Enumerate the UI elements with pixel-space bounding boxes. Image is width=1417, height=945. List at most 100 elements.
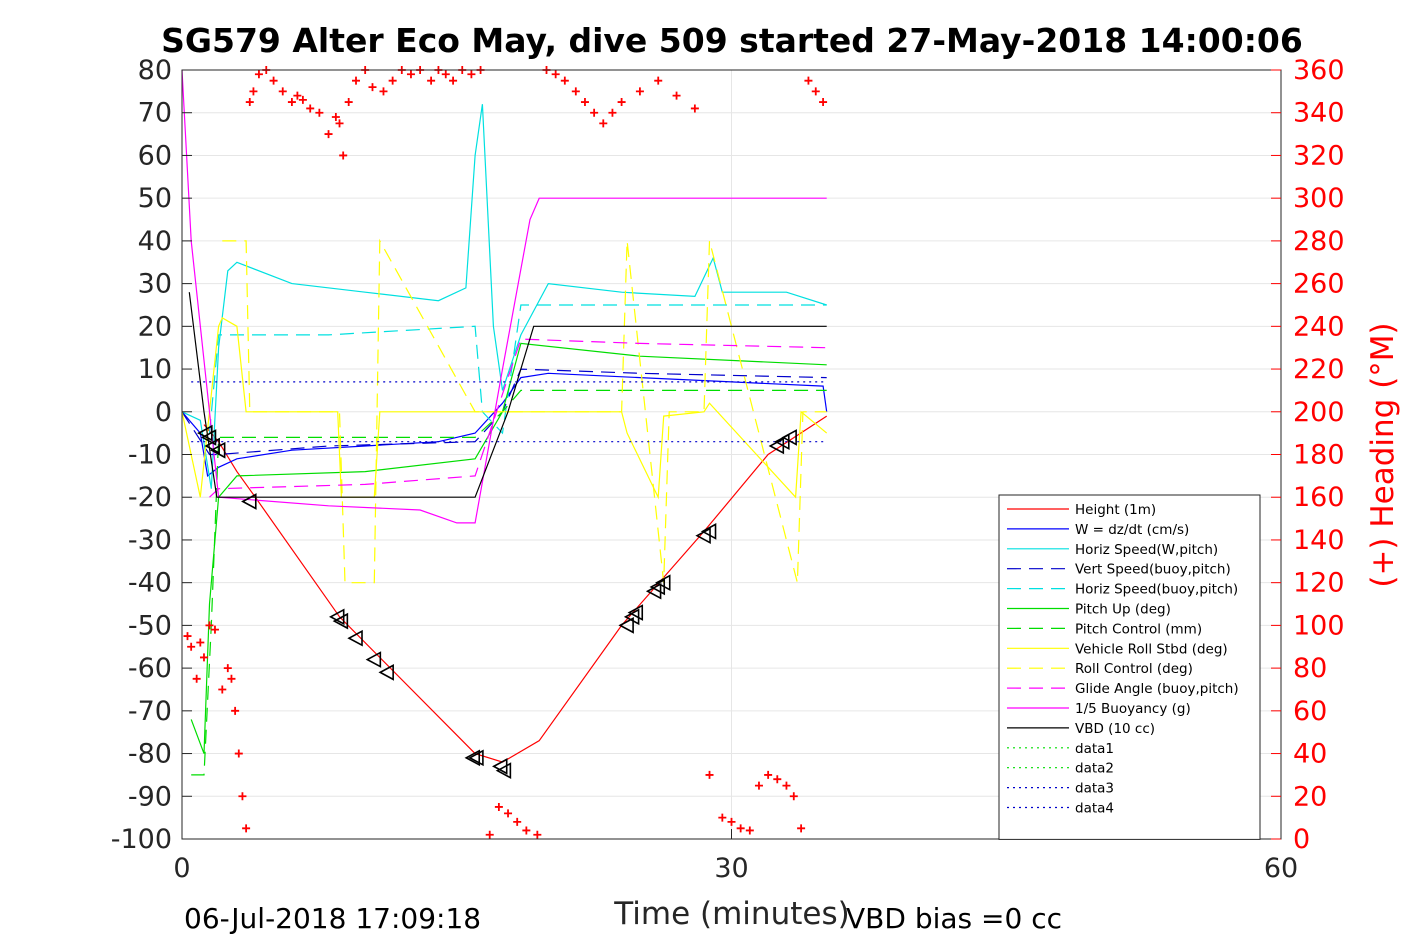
- series-line-9: [222, 238, 827, 584]
- heading-point: [782, 781, 791, 790]
- heading-point: [352, 76, 361, 85]
- triangle-marker: [464, 749, 481, 767]
- heading-point: [718, 813, 727, 822]
- y-right-tick-label: 300: [1293, 183, 1345, 214]
- triangle-marker: [209, 441, 226, 459]
- series-layer: [181, 69, 828, 776]
- series-line-7: [191, 389, 827, 776]
- triangle-marker: [200, 429, 217, 446]
- heading-point: [324, 130, 333, 139]
- heading-point: [819, 98, 828, 107]
- y-axis-left: 80 70 60 50 40 30 20 10 0 -10 -20 -30 -40 -50 -60 -70 -8…: [111, 55, 192, 855]
- series-line-6: [190, 342, 827, 754]
- heading-point: [811, 87, 820, 96]
- heading-point: [234, 749, 243, 758]
- heading-point: [335, 119, 344, 128]
- y-tick-label: -90: [128, 781, 172, 812]
- heading-point: [727, 817, 736, 826]
- legend-entry: Vehicle Roll Stbd (deg): [1075, 641, 1228, 657]
- triangle-marker: [781, 429, 797, 446]
- heading-point: [513, 817, 522, 826]
- triangle-marker: [378, 664, 394, 681]
- y-right-tick-label: 80: [1293, 653, 1327, 684]
- heading-point: [344, 98, 353, 107]
- heading-point: [249, 87, 258, 96]
- x-axis: 0 30 60: [173, 829, 1298, 884]
- heading-point: [331, 112, 340, 121]
- heading-point: [223, 664, 232, 673]
- y-right-tick-label: 180: [1293, 440, 1345, 471]
- series-line-11: [181, 69, 827, 524]
- y-tick-label: 30: [138, 269, 172, 300]
- y-right-tick-label: 360: [1293, 55, 1345, 86]
- series-line-3: [181, 104, 827, 489]
- legend-box: [998, 494, 1261, 840]
- heading-point: [245, 98, 254, 107]
- heading-point: [580, 98, 589, 107]
- heading-point: [238, 792, 247, 801]
- legend-entry: W = dz/dt (cm/s): [1075, 522, 1189, 538]
- heading-point: [368, 83, 377, 92]
- heading-point: [494, 802, 503, 811]
- heading-point: [192, 674, 201, 683]
- y-axis-right: 3603403203002802602402202001801601401201…: [1271, 55, 1345, 855]
- y-right-tick-label: 100: [1293, 610, 1345, 641]
- heading-point: [705, 770, 714, 779]
- y-axis-right-label: (+) Heading (°M): [1365, 322, 1401, 587]
- y-right-tick-label: 140: [1293, 525, 1345, 556]
- heading-point: [441, 70, 450, 79]
- y-tick-label: -30: [128, 525, 172, 556]
- heading-point: [406, 70, 415, 79]
- heading-point: [254, 70, 263, 79]
- heading-point: [608, 108, 617, 117]
- series-line-12: [188, 292, 827, 498]
- y-right-tick-label: 0: [1293, 824, 1310, 855]
- heading-point: [736, 824, 745, 833]
- triangle-marker: [627, 604, 644, 621]
- y-tick-label: 70: [138, 98, 172, 129]
- heading-point: [533, 830, 542, 839]
- chart-title: SG579 Alter Eco May, dive 509 started 27…: [161, 21, 1303, 60]
- heading-point: [590, 108, 599, 117]
- y-right-tick-label: 320: [1293, 140, 1345, 171]
- heading-point: [306, 104, 315, 113]
- heading-point: [571, 87, 580, 96]
- y-tick-label: -60: [128, 653, 172, 684]
- y-tick-label: 50: [138, 183, 172, 214]
- y-right-tick-label: 260: [1293, 269, 1345, 300]
- y-right-tick-label: 200: [1293, 397, 1345, 428]
- heading-point: [293, 91, 302, 100]
- heading-point: [227, 674, 236, 683]
- heading-point: [388, 76, 397, 85]
- legend-entry: data2: [1075, 761, 1114, 777]
- heading-point: [551, 70, 560, 79]
- heading-point: [183, 632, 192, 641]
- y-right-tick-label: 160: [1293, 482, 1345, 513]
- y-tick-label: -20: [128, 482, 172, 513]
- heading-point: [789, 792, 798, 801]
- legend-entry: Glide Angle (buoy,pitch): [1075, 681, 1239, 697]
- y-tick-label: -50: [128, 610, 172, 641]
- y-tick-label: 10: [138, 354, 172, 385]
- triangle-marker: [655, 574, 671, 592]
- x-tick-label: 60: [1264, 853, 1298, 884]
- heading-point: [242, 824, 251, 833]
- legend: Height (1m) W = dz/dt (cm/s) Horiz Speed(W…: [998, 494, 1261, 840]
- legend-entry: data4: [1075, 801, 1114, 817]
- heading-point: [449, 76, 458, 85]
- y-tick-label: 60: [138, 140, 172, 171]
- y-right-tick-label: 20: [1293, 781, 1327, 812]
- heading-point: [560, 76, 569, 85]
- x-tick-label: 30: [714, 853, 748, 884]
- heading-point: [298, 95, 307, 104]
- y-right-tick-label: 120: [1293, 568, 1345, 599]
- heading-point: [773, 775, 782, 784]
- heading-point: [504, 809, 513, 818]
- heading-point: [522, 826, 531, 835]
- triangle-marker: [618, 617, 634, 634]
- heading-point: [287, 98, 296, 107]
- triangle-markers: [197, 424, 797, 779]
- y-tick-label: -80: [128, 739, 172, 770]
- legend-entry: Pitch Up (deg): [1075, 602, 1171, 618]
- heading-point: [617, 98, 626, 107]
